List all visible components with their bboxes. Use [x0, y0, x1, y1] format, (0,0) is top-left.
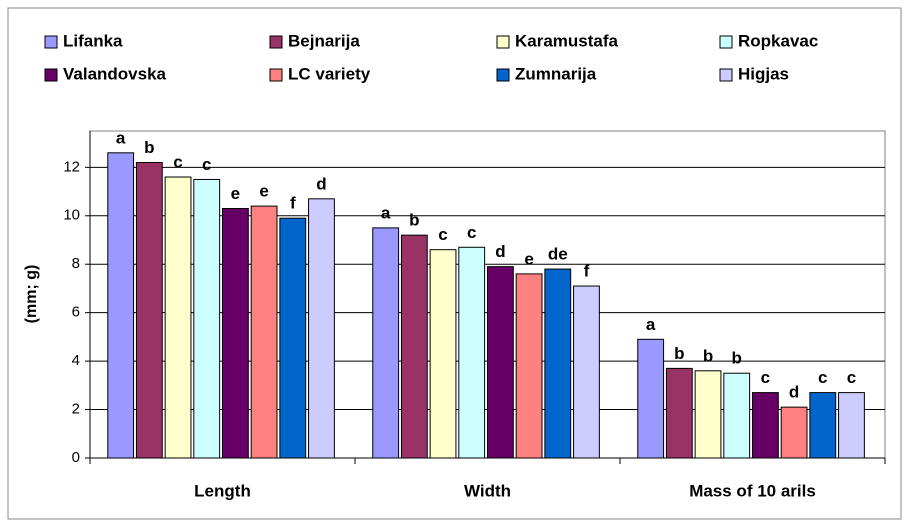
- bar: [279, 217, 307, 459]
- legend-swatch: [269, 68, 283, 82]
- data-label: a: [646, 315, 656, 334]
- bar: [573, 285, 600, 459]
- data-label: e: [231, 184, 240, 203]
- data-label: c: [202, 155, 211, 174]
- y-tick-label: 10: [63, 207, 80, 224]
- legend-label: Ropkavac: [738, 31, 818, 50]
- bar: [250, 205, 278, 459]
- legend-label: Higjas: [738, 64, 789, 83]
- data-label: a: [381, 203, 391, 222]
- bar: [164, 176, 192, 459]
- x-tick-label: Width: [464, 481, 511, 500]
- data-label: c: [818, 368, 827, 387]
- bar: [135, 161, 163, 459]
- data-label: c: [438, 225, 447, 244]
- y-tick-label: 2: [72, 401, 80, 418]
- y-axis-label: (mm; g): [23, 265, 40, 324]
- data-label: f: [290, 194, 296, 213]
- y-tick-label: 8: [72, 255, 80, 272]
- data-label: c: [467, 223, 476, 242]
- data-label: c: [173, 153, 182, 172]
- bar: [838, 392, 865, 459]
- bar: [544, 268, 572, 459]
- bar: [222, 208, 249, 459]
- legend-swatch: [496, 68, 510, 82]
- bar: [308, 198, 335, 459]
- bar: [694, 370, 722, 459]
- y-tick-label: 12: [63, 158, 80, 175]
- legend-swatch: [44, 35, 58, 49]
- data-label: e: [259, 182, 268, 201]
- data-label: b: [409, 211, 419, 230]
- bar: [193, 178, 221, 459]
- bar: [809, 392, 837, 459]
- bar: [780, 406, 808, 459]
- data-label: c: [761, 368, 770, 387]
- bar: [429, 249, 457, 459]
- legend-swatch: [719, 68, 733, 82]
- data-label: d: [495, 242, 505, 261]
- bar: [458, 246, 486, 459]
- bar: [752, 392, 779, 459]
- legend-swatch: [719, 35, 733, 49]
- data-label: e: [524, 249, 533, 268]
- bar: [723, 372, 751, 459]
- legend-label: Zumnarija: [515, 64, 597, 83]
- data-label: de: [548, 245, 568, 264]
- x-tick-label: Mass of 10 arils: [689, 481, 816, 500]
- data-label: d: [789, 383, 799, 402]
- bar: [637, 338, 665, 459]
- legend-label: Lifanka: [63, 31, 123, 50]
- data-label: a: [116, 128, 126, 147]
- legend-label: Karamustafa: [515, 31, 619, 50]
- data-label: b: [144, 138, 154, 157]
- bar: [400, 234, 428, 459]
- legend-swatch: [496, 35, 510, 49]
- y-tick-label: 6: [72, 304, 80, 321]
- data-label: b: [674, 344, 684, 363]
- bar: [107, 152, 135, 459]
- bar: [665, 367, 693, 459]
- bar: [372, 227, 400, 459]
- x-tick-label: Length: [194, 481, 251, 500]
- bar: [487, 266, 514, 459]
- data-label: d: [316, 174, 326, 193]
- legend-label: Valandovska: [63, 64, 167, 83]
- bar: [515, 273, 543, 459]
- data-label: f: [584, 262, 590, 281]
- legend-label: Bejnarija: [288, 31, 360, 50]
- legend-label: LC variety: [288, 64, 371, 83]
- data-label: c: [847, 368, 856, 387]
- y-tick-label: 4: [72, 352, 80, 369]
- data-label: b: [732, 349, 742, 368]
- legend-swatch: [44, 68, 58, 82]
- legend-swatch: [269, 35, 283, 49]
- y-tick-label: 0: [72, 449, 80, 466]
- data-label: b: [703, 346, 713, 365]
